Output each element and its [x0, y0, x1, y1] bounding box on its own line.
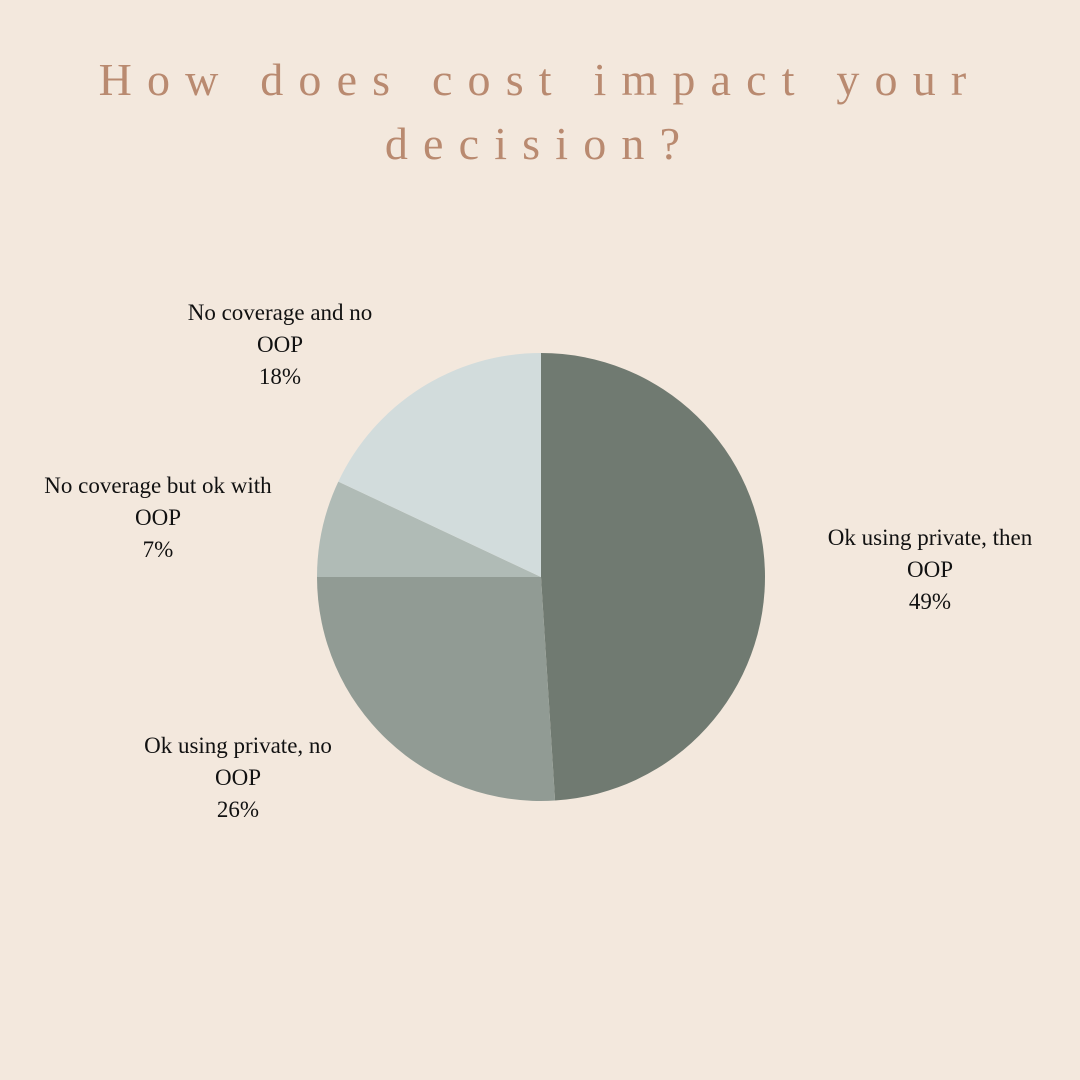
- value-label: 18%: [258, 364, 302, 389]
- pie-slice: [541, 353, 766, 801]
- category-label: No coverage and no OOP: [187, 300, 373, 357]
- value-label: 49%: [908, 589, 952, 614]
- value-label: 26%: [216, 797, 260, 822]
- slice-label: No coverage and no OOP 18%: [165, 297, 395, 393]
- category-label: No coverage but ok with OOP: [44, 473, 272, 530]
- value-label: 7%: [142, 537, 174, 562]
- slice-label: No coverage but ok with OOP 7%: [43, 470, 273, 566]
- slice-label: Ok using private, no OOP 26%: [123, 730, 353, 826]
- pie-slice: [317, 577, 556, 801]
- category-label: Ok using private, then OOP: [827, 525, 1033, 582]
- pie-slice: [338, 353, 541, 577]
- chart-title: How does cost impact your decision?: [98, 54, 982, 169]
- category-label: Ok using private, no OOP: [144, 733, 332, 790]
- slice-label: Ok using private, then OOP 49%: [815, 522, 1045, 618]
- pie-slice: [317, 481, 541, 577]
